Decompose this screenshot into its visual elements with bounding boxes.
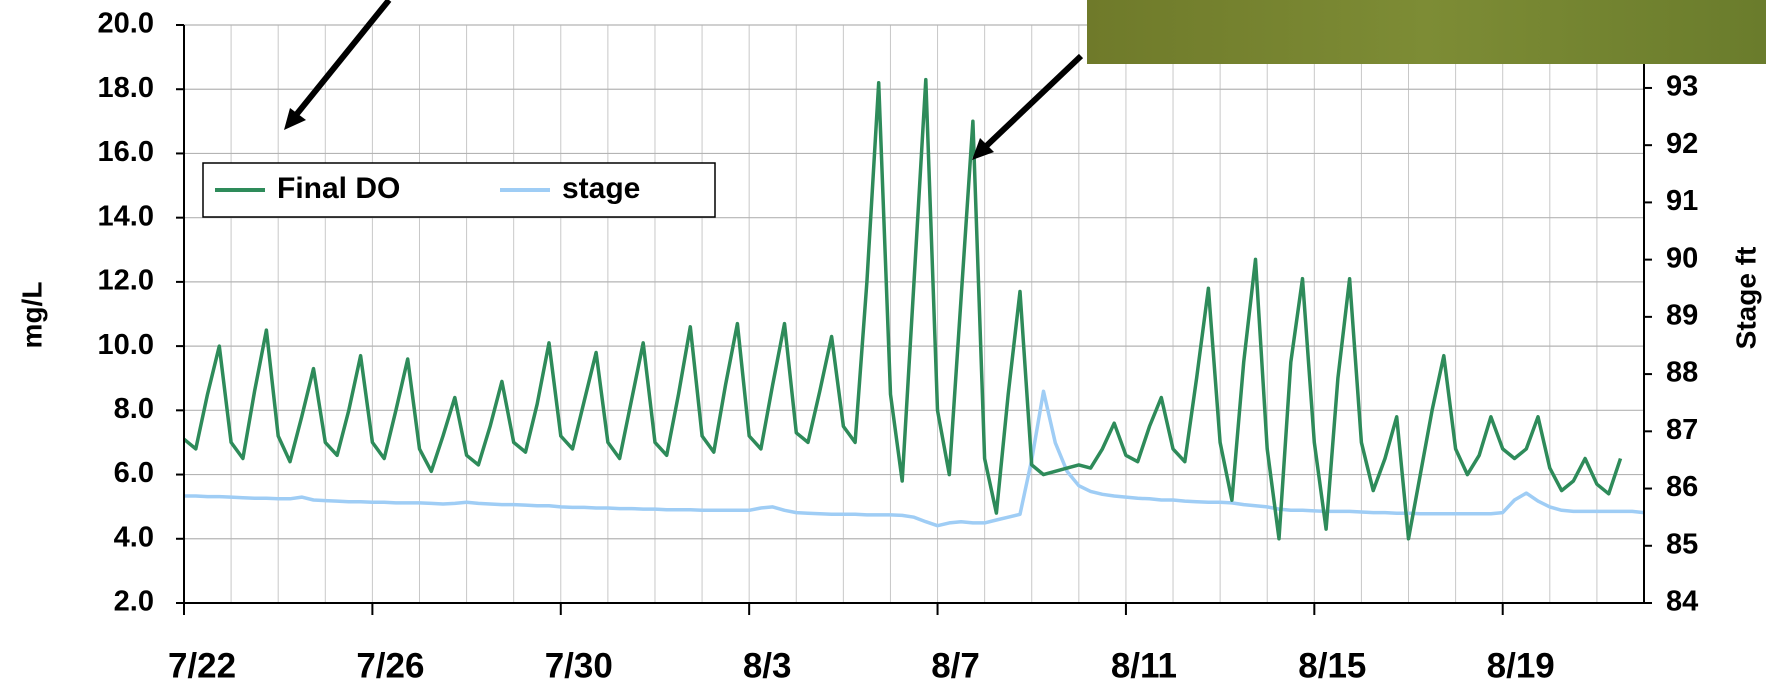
y2-tick-label: 84 <box>1666 586 1698 618</box>
y-tick-label: 12.0 <box>98 265 154 297</box>
y-tick-label: 2.0 <box>114 586 154 618</box>
series-line <box>184 389 1645 528</box>
x-tick-label: 8/19 <box>1487 646 1555 685</box>
y2-tick-label: 93 <box>1666 71 1698 103</box>
photo <box>1087 0 1766 64</box>
y-tick-label: 16.0 <box>98 136 154 168</box>
legend-box <box>202 162 716 218</box>
y-tick-label: 18.0 <box>98 72 154 104</box>
y-tick-label: 14.0 <box>98 200 154 232</box>
plot-lines <box>182 77 1645 541</box>
x-tick-label: 7/26 <box>356 646 424 685</box>
legend-label: stage <box>562 172 640 205</box>
y-tick-label: 20.0 <box>98 8 154 40</box>
y-axis-label: mg/L <box>16 282 47 349</box>
grid <box>183 24 1645 604</box>
y-tick-label: 6.0 <box>114 457 154 489</box>
y-tick-label: 8.0 <box>114 393 154 425</box>
plot-area <box>184 25 1644 603</box>
arrow <box>289 0 392 122</box>
x-tick-label: 8/7 <box>931 646 980 685</box>
legend-label: Final DO <box>277 172 400 205</box>
x-tick-label: 8/3 <box>743 646 792 685</box>
y2-tick-label: 87 <box>1666 414 1698 446</box>
y-tick-label: 10.0 <box>98 329 154 361</box>
y-tick-label: 4.0 <box>114 521 154 553</box>
legend: Final DO stage <box>202 162 716 218</box>
y2-tick-label: 90 <box>1666 242 1698 274</box>
y2-tick-label: 89 <box>1666 300 1698 332</box>
y2-axis-label: Stage ft <box>1730 247 1761 350</box>
x-tick-label: 7/22 <box>168 646 236 685</box>
arrow-head <box>284 108 306 130</box>
series-line <box>182 77 1623 541</box>
y2-tick-label: 85 <box>1666 528 1698 560</box>
arrow-head <box>972 138 994 160</box>
y2-tick-label: 91 <box>1666 185 1698 217</box>
y2-tick-label: 88 <box>1666 357 1698 389</box>
x-tick-label: 7/30 <box>545 646 613 685</box>
y2-tick-label: 86 <box>1666 471 1698 503</box>
axes: 2.0 4.0 6.0 8.0 10.0 12.0 14.0 16.0 18.0 20.0 84 85… <box>98 8 1699 686</box>
arrow <box>977 53 1084 155</box>
x-tick-label: 8/11 <box>1111 646 1177 685</box>
y2-tick-label: 92 <box>1666 128 1698 160</box>
x-tick-label: 8/15 <box>1298 646 1366 685</box>
